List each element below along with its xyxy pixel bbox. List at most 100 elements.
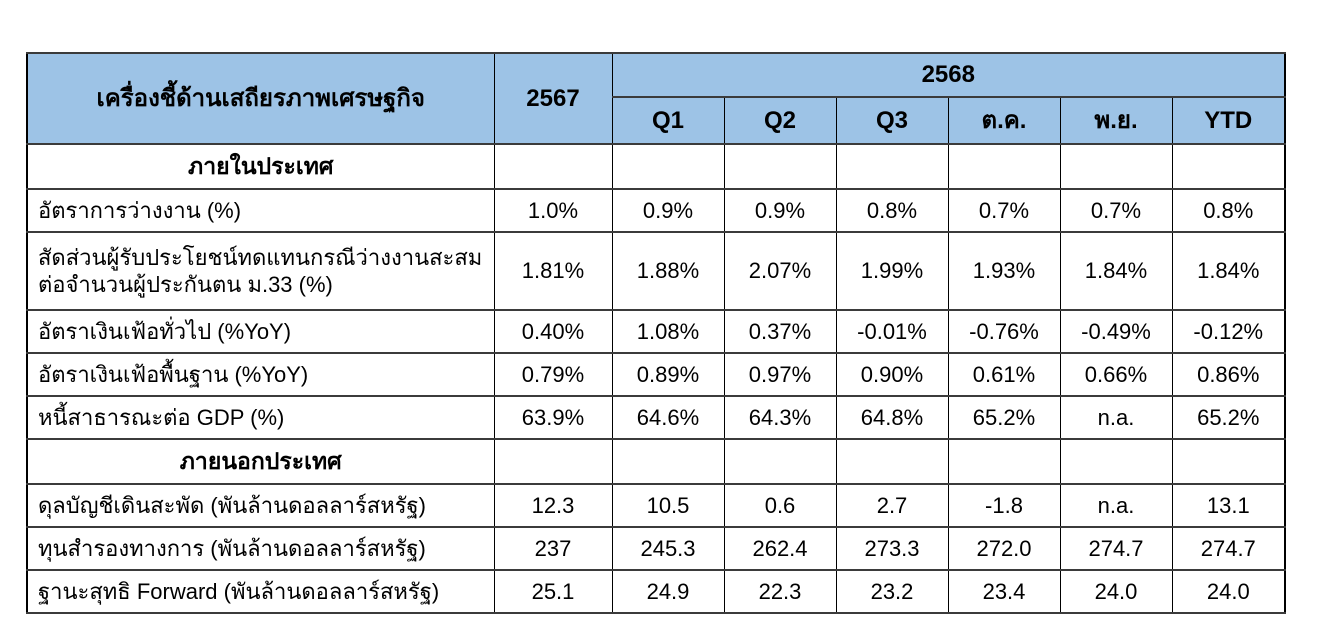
section-empty-cell — [1171, 143, 1286, 190]
value-cell: -0.12% — [1171, 309, 1286, 354]
value-cell: 10.5 — [611, 483, 725, 528]
section-row: ภายในประเทศ — [26, 143, 1286, 190]
value-cell: 1.08% — [611, 309, 725, 354]
section-empty-cell — [611, 438, 725, 485]
value-cell: 273.3 — [835, 526, 949, 571]
value-cell: 0.7% — [947, 188, 1061, 233]
period-header-cell: YTD — [1171, 96, 1286, 145]
section-title-cell: ภายในประเทศ — [26, 143, 495, 190]
indicator-label-cell: ทุนสำรองทางการ (พันล้านดอลลาร์สหรัฐ) — [26, 526, 495, 571]
value-cell: 1.99% — [835, 231, 949, 311]
value-cell: 1.84% — [1059, 231, 1173, 311]
indicator-row: ดุลบัญชีเดินสะพัด (พันล้านดอลลาร์สหรัฐ) 1… — [26, 483, 1286, 528]
header-row-years: เครื่องชี้ด้านเสถียรภาพเศรษฐกิจ 2567 2568 — [26, 52, 1286, 145]
indicator-row: อัตราเงินเฟ้อพื้นฐาน (%YoY) 0.79% 0.89% 0.9… — [26, 352, 1286, 397]
current-year-header-cell: 2568 — [611, 52, 1286, 98]
indicator-label-cell: ดุลบัญชีเดินสะพัด (พันล้านดอลลาร์สหรัฐ) — [26, 483, 495, 528]
value-cell-2567: 0.79% — [493, 352, 613, 397]
section-empty-cell — [947, 143, 1061, 190]
value-cell: 24.0 — [1171, 569, 1286, 614]
header-row-periods: Q1 Q2 Q3 ต.ค. พ.ย. YTD — [27, 96, 1286, 145]
value-cell-2567: 25.1 — [493, 569, 613, 614]
value-cell: 65.2% — [1171, 395, 1286, 440]
value-cell: 0.61% — [947, 352, 1061, 397]
value-cell: 23.2 — [835, 569, 949, 614]
value-cell: 64.3% — [723, 395, 837, 440]
value-cell: 1.93% — [947, 231, 1061, 311]
period-header-cell: Q3 — [835, 96, 949, 145]
period-header-cell: ต.ค. — [947, 96, 1061, 145]
indicator-row: สัดส่วนผู้รับประโยชน์ทดแทนกรณีว่างงานสะส… — [26, 231, 1286, 311]
value-cell: 0.9% — [723, 188, 837, 233]
section-empty-cell — [1171, 438, 1286, 485]
indicator-label-cell: หนี้สาธารณะต่อ GDP (%) — [26, 395, 495, 440]
value-cell-2567: 237 — [493, 526, 613, 571]
value-cell-2567: 63.9% — [493, 395, 613, 440]
indicator-label-cell: ฐานะสุทธิ Forward (พันล้านดอลลาร์สหรัฐ) — [26, 569, 495, 614]
period-header-cell: Q2 — [723, 96, 837, 145]
section-row: ภายนอกประเทศ — [26, 438, 1286, 485]
prev-year-header-cell: 2567 — [493, 52, 613, 145]
value-cell: -0.01% — [835, 309, 949, 354]
value-cell: 0.6 — [723, 483, 837, 528]
section-empty-cell — [1059, 438, 1173, 485]
economic-stability-table: เครื่องชี้ด้านเสถียรภาพเศรษฐกิจ 2567 2568 Q… — [26, 52, 1287, 614]
indicator-label-cell: อัตราการว่างงาน (%) — [26, 188, 495, 233]
period-header-cell: พ.ย. — [1059, 96, 1173, 145]
value-cell: 0.86% — [1171, 352, 1286, 397]
value-cell: 22.3 — [723, 569, 837, 614]
value-cell: 1.84% — [1171, 231, 1286, 311]
value-cell: 0.90% — [835, 352, 949, 397]
section-empty-cell — [493, 438, 613, 485]
value-cell: 2.07% — [723, 231, 837, 311]
value-cell: 0.7% — [1059, 188, 1173, 233]
value-cell: 0.37% — [723, 309, 837, 354]
value-cell: 0.89% — [611, 352, 725, 397]
value-cell: -1.8 — [947, 483, 1061, 528]
table-body: ภายในประเทศ อัตราการว่างงาน (%) 1.0% 0.9% 0.… — [26, 143, 1286, 614]
value-cell: 65.2% — [947, 395, 1061, 440]
section-empty-cell — [723, 143, 837, 190]
indicator-label-cell: อัตราเงินเฟ้อทั่วไป (%YoY) — [26, 309, 495, 354]
corner-header-cell: เครื่องชี้ด้านเสถียรภาพเศรษฐกิจ — [26, 52, 495, 145]
value-cell: 2.7 — [835, 483, 949, 528]
section-empty-cell — [611, 143, 725, 190]
indicator-label-cell: สัดส่วนผู้รับประโยชน์ทดแทนกรณีว่างงานสะส… — [26, 231, 495, 311]
value-cell-2567: 0.40% — [493, 309, 613, 354]
period-header-cell: Q1 — [611, 96, 725, 145]
section-empty-cell — [947, 438, 1061, 485]
economic-indicators-table-wrap: เครื่องชี้ด้านเสถียรภาพเศรษฐกิจ 2567 2568 Q… — [26, 52, 1287, 614]
section-empty-cell — [723, 438, 837, 485]
value-cell: 272.0 — [947, 526, 1061, 571]
value-cell: 0.9% — [611, 188, 725, 233]
value-cell: 24.9 — [611, 569, 725, 614]
section-empty-cell — [1059, 143, 1173, 190]
indicator-row: อัตราเงินเฟ้อทั่วไป (%YoY) 0.40% 1.08% 0.37… — [26, 309, 1286, 354]
value-cell: 64.8% — [835, 395, 949, 440]
value-cell: n.a. — [1059, 483, 1173, 528]
value-cell: 245.3 — [611, 526, 725, 571]
indicator-row: ทุนสำรองทางการ (พันล้านดอลลาร์สหรัฐ) 237 2… — [26, 526, 1286, 571]
section-empty-cell — [835, 143, 949, 190]
section-empty-cell — [493, 143, 613, 190]
value-cell: 0.8% — [835, 188, 949, 233]
section-empty-cell — [835, 438, 949, 485]
value-cell: 1.88% — [611, 231, 725, 311]
value-cell: n.a. — [1059, 395, 1173, 440]
value-cell: -0.76% — [947, 309, 1061, 354]
value-cell-2567: 1.81% — [493, 231, 613, 311]
value-cell: -0.49% — [1059, 309, 1173, 354]
value-cell: 0.66% — [1059, 352, 1173, 397]
value-cell: 0.8% — [1171, 188, 1286, 233]
value-cell: 23.4 — [947, 569, 1061, 614]
indicator-label-cell: อัตราเงินเฟ้อพื้นฐาน (%YoY) — [26, 352, 495, 397]
indicator-row: อัตราการว่างงาน (%) 1.0% 0.9% 0.9% 0.8% 0.7% 0… — [26, 188, 1286, 233]
value-cell: 0.97% — [723, 352, 837, 397]
value-cell: 274.7 — [1059, 526, 1173, 571]
value-cell-2567: 1.0% — [493, 188, 613, 233]
value-cell: 24.0 — [1059, 569, 1173, 614]
indicator-row: หนี้สาธารณะต่อ GDP (%) 63.9% 64.6% 64.3% 64.… — [26, 395, 1286, 440]
value-cell: 13.1 — [1171, 483, 1286, 528]
table-header: เครื่องชี้ด้านเสถียรภาพเศรษฐกิจ 2567 2568 Q… — [26, 52, 1286, 145]
value-cell: 64.6% — [611, 395, 725, 440]
